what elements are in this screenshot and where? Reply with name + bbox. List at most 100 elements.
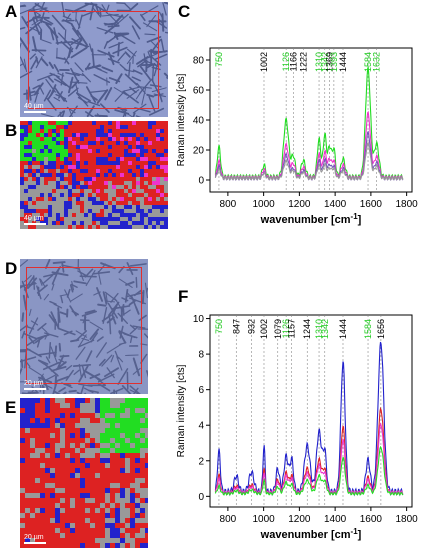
cluster-pixel	[28, 145, 32, 149]
cluster-pixel	[24, 169, 28, 173]
cluster-pixel	[125, 493, 130, 498]
tissue-fiber	[135, 306, 140, 315]
cluster-pixel	[120, 468, 125, 473]
cluster-pixel	[96, 165, 100, 169]
tissue-fiber	[127, 48, 136, 57]
cluster-pixel	[136, 149, 140, 153]
tissue-fiber	[96, 89, 109, 104]
cluster-pixel	[75, 533, 80, 538]
cluster-pixel	[55, 518, 60, 523]
cluster-pixel	[104, 149, 108, 153]
tissue-fiber	[48, 61, 55, 69]
cluster-pixel	[65, 528, 70, 533]
cluster-pixel	[164, 141, 168, 145]
cluster-pixel	[140, 428, 145, 433]
cluster-pixel	[112, 133, 116, 137]
cluster-pixel	[52, 181, 56, 185]
tissue-fiber	[55, 93, 67, 100]
cluster-pixel	[135, 468, 140, 473]
cluster-pixel	[72, 133, 76, 137]
cluster-pixel	[70, 463, 75, 468]
cluster-pixel	[116, 145, 120, 149]
cluster-pixel	[76, 165, 80, 169]
cluster-pixel	[72, 157, 76, 161]
cluster-pixel	[55, 443, 60, 448]
cluster-pixel	[76, 121, 80, 125]
cluster-pixel	[40, 543, 45, 548]
cluster-pixel	[60, 149, 64, 153]
cluster-pixel	[76, 173, 80, 177]
tissue-fiber	[73, 280, 87, 285]
cluster-pixel	[52, 165, 56, 169]
tissue-fiber	[57, 307, 61, 323]
cluster-pixel	[110, 478, 115, 483]
cluster-pixel	[40, 483, 45, 488]
cluster-pixel	[40, 423, 45, 428]
cluster-pixel	[148, 197, 152, 201]
cluster-pixel	[56, 169, 60, 173]
cluster-pixel	[80, 177, 84, 181]
cluster-pixel	[120, 408, 125, 413]
cluster-pixel	[105, 503, 110, 508]
cluster-pixel	[48, 173, 52, 177]
cluster-pixel	[145, 403, 148, 408]
cluster-pixel	[140, 528, 145, 533]
cluster-pixel	[55, 543, 60, 548]
peak-label: 1444	[338, 319, 348, 339]
cluster-pixel	[64, 133, 68, 137]
cluster-pixel	[65, 488, 70, 493]
cluster-pixel	[80, 145, 84, 149]
cluster-pixel	[65, 403, 70, 408]
cluster-pixel	[135, 443, 140, 448]
cluster-pixel	[40, 468, 45, 473]
peak-label: 1079	[273, 319, 283, 339]
tissue-fiber	[110, 292, 119, 303]
cluster-pixel	[130, 418, 135, 423]
cluster-pixel	[88, 141, 92, 145]
tissue-fiber	[132, 387, 139, 394]
cluster-pixel	[96, 125, 100, 129]
cluster-pixel	[70, 483, 75, 488]
cluster-pixel	[110, 523, 115, 528]
cluster-pixel	[160, 153, 164, 157]
cluster-pixel	[95, 528, 100, 533]
cluster-pixel	[124, 185, 128, 189]
cluster-pixel	[130, 543, 135, 548]
tissue-fiber	[101, 354, 113, 367]
tissue-fiber	[67, 87, 79, 97]
cluster-pixel	[145, 443, 148, 448]
cluster-pixel	[30, 428, 35, 433]
cluster-pixel	[84, 125, 88, 129]
cluster-pixel	[60, 177, 64, 181]
cluster-pixel	[88, 205, 92, 209]
cluster-pixel	[104, 225, 108, 229]
cluster-pixel	[145, 508, 148, 513]
cluster-pixel	[130, 523, 135, 528]
cluster-pixel	[136, 161, 140, 165]
tissue-fiber	[139, 65, 151, 81]
cluster-pixel	[55, 433, 60, 438]
cluster-pixel	[105, 478, 110, 483]
cluster-pixel	[65, 508, 70, 513]
cluster-pixel	[135, 473, 140, 478]
cluster-pixel	[108, 153, 112, 157]
cluster-pixel	[48, 165, 52, 169]
cluster-pixel	[80, 418, 85, 423]
tissue-fiber	[28, 366, 44, 377]
cluster-pixel	[124, 201, 128, 205]
cluster-pixel	[130, 398, 135, 403]
tissue-fiber	[121, 385, 132, 394]
cluster-pixel	[76, 189, 80, 193]
cluster-pixel	[65, 543, 70, 548]
tissue-fiber	[20, 359, 24, 369]
tissue-fiber	[117, 312, 128, 325]
cluster-pixel	[90, 403, 95, 408]
cluster-pixel	[124, 133, 128, 137]
cluster-pixel	[105, 498, 110, 503]
cluster-pixel	[120, 483, 125, 488]
cluster-pixel	[100, 543, 105, 548]
cluster-pixel	[55, 503, 60, 508]
cluster-pixel	[80, 141, 84, 145]
tissue-fiber	[137, 86, 152, 89]
cluster-pixel	[88, 189, 92, 193]
